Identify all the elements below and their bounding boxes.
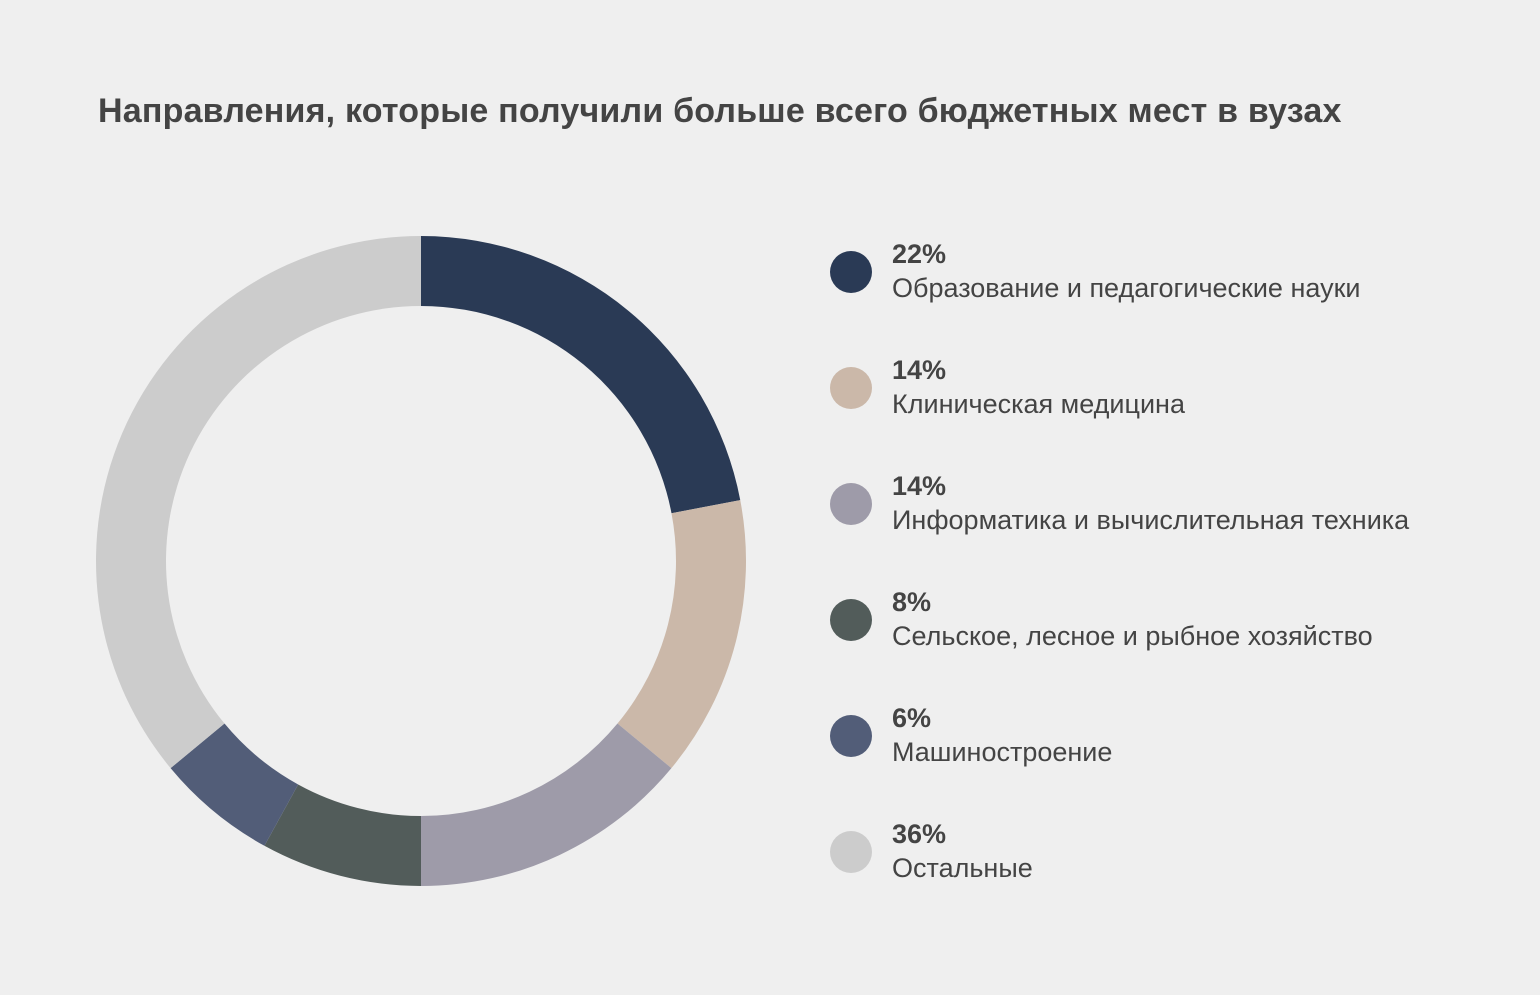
donut-slice-2 [617,500,746,769]
legend-swatch [830,483,872,525]
donut-slice-1 [421,236,741,514]
legend-percent: 14% [892,471,947,501]
legend-percent: 6% [892,703,932,733]
legend-label: Машиностроение [892,737,1113,767]
legend-item-4: 8% Сельское, лесное и рыбное хозяйство [830,586,1409,702]
donut-slice-3 [421,723,672,886]
legend-percent: 36% [892,819,947,849]
chart-title: Направления, которые получили больше все… [98,92,1342,130]
legend-swatch [830,715,872,757]
legend-percent: 8% [892,587,932,617]
donut-slice-6 [96,236,421,769]
legend-swatch [830,831,872,873]
legend-item-2: 14% Клиническая медицина [830,354,1409,470]
donut-slice-5 [170,723,299,846]
legend-label: Сельское, лесное и рыбное хозяйство [892,621,1373,651]
legend-swatch [830,599,872,641]
legend-item-3: 14% Информатика и вычислительная техника [830,470,1409,586]
legend-swatch [830,367,872,409]
chart-legend: 22% Образование и педагогические науки 14%… [830,238,1409,934]
legend-percent: 14% [892,355,947,385]
donut-chart [96,236,746,886]
legend-item-6: 36% Остальные [830,818,1409,934]
legend-label: Клиническая медицина [892,389,1185,419]
donut-slice-4 [264,784,421,886]
legend-swatch [830,251,872,293]
legend-percent: 22% [892,239,947,269]
legend-item-1: 22% Образование и педагогические науки [830,238,1409,354]
legend-label: Информатика и вычислительная техника [892,505,1410,535]
legend-label: Остальные [892,853,1033,883]
legend-label: Образование и педагогические науки [892,273,1361,303]
legend-item-5: 6% Машиностроение [830,702,1409,818]
